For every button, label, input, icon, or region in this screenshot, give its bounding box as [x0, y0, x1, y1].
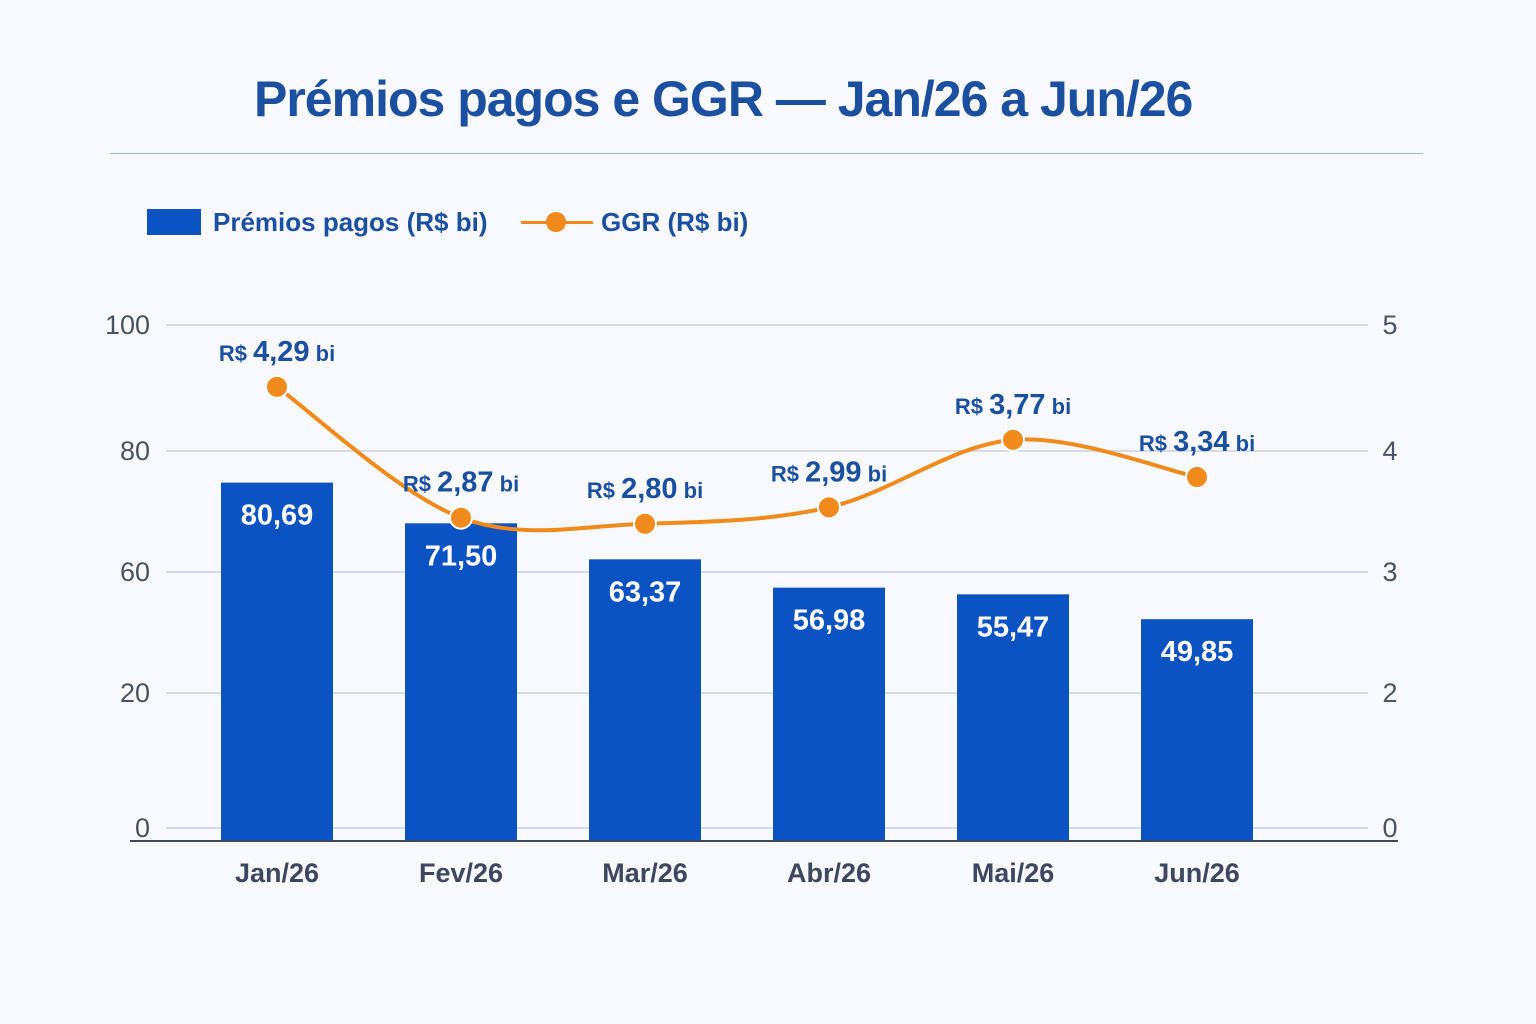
- legend-item-premios: Prémios pagos (R$ bi): [147, 202, 488, 242]
- bar-value-label: 63,37: [609, 576, 682, 608]
- bar-premios: [221, 482, 333, 840]
- bar-value-label: 49,85: [1161, 636, 1234, 668]
- y-right-tick-label: 5: [1382, 310, 1397, 340]
- ggr-point: [1185, 465, 1209, 490]
- ggr-point: [817, 495, 841, 520]
- y-right-tick-label: 4: [1382, 436, 1397, 466]
- y-left-tick-label: 80: [120, 436, 150, 466]
- bar-premios: [405, 523, 517, 840]
- x-tick-label: Jan/26: [235, 858, 319, 888]
- bar-premios: [773, 587, 885, 840]
- bar-premios: [589, 559, 701, 840]
- bar-premios: [1141, 619, 1253, 840]
- legend-label-premios: Prémios pagos (R$ bi): [213, 206, 488, 237]
- ggr-value-label: R$ 3,77 bi: [955, 389, 1071, 421]
- bar-value-label: 55,47: [977, 611, 1050, 643]
- x-tick-label: Fev/26: [419, 858, 503, 888]
- x-tick-label: Mai/26: [972, 858, 1055, 888]
- legend-label-ggr: GGR (R$ bi): [601, 206, 749, 237]
- bar-premios: [957, 594, 1069, 840]
- x-tick-label: Abr/26: [787, 858, 871, 888]
- ggr-point: [1001, 427, 1025, 452]
- ggr-point: [449, 505, 473, 530]
- ggr-value-label: R$ 4,29 bi: [219, 336, 335, 368]
- line-layer: [265, 374, 1209, 536]
- y-right-tick-label: 0: [1382, 813, 1397, 843]
- ggr-value-label: R$ 2,99 bi: [771, 456, 887, 488]
- title-divider: [110, 153, 1423, 154]
- x-tick-label: Mar/26: [602, 858, 688, 888]
- y-right-tick-label: 2: [1382, 678, 1397, 708]
- bar-value-label: 80,69: [241, 500, 314, 532]
- legend-bar-swatch: [147, 209, 201, 235]
- ggr-value-label: R$ 2,87 bi: [403, 467, 519, 499]
- legend-line-swatch: [521, 209, 593, 235]
- ggr-value-label: R$ 2,80 bi: [587, 473, 703, 505]
- y-left-tick-label: 0: [135, 813, 150, 843]
- bar-layer: [221, 482, 1253, 840]
- ggr-point: [633, 511, 657, 536]
- y-left-tick-label: 20: [120, 678, 150, 708]
- ggr-point: [265, 374, 289, 399]
- ggr-value-label: R$ 3,34 bi: [1139, 426, 1255, 458]
- y-right-tick-label: 3: [1382, 557, 1397, 587]
- label-layer: 100 580 460 320 20 080,69Jan/2671,50Fev/2663,…: [105, 310, 1398, 888]
- y-left-tick-label: 100: [105, 310, 150, 340]
- chart-title: Prémios pagos e GGR — Jan/26 a Jun/26: [254, 71, 1193, 127]
- bar-value-label: 71,50: [425, 540, 498, 572]
- ggr-line: [275, 385, 1198, 533]
- y-left-tick-label: 60: [120, 557, 150, 587]
- legend-item-ggr: GGR (R$ bi): [521, 202, 748, 242]
- bar-value-label: 56,98: [793, 605, 866, 637]
- x-tick-label: Jun/26: [1154, 858, 1240, 888]
